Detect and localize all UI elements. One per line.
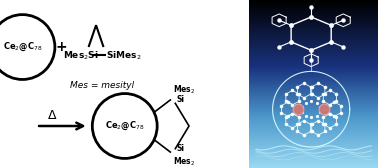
Point xyxy=(328,24,334,27)
Point xyxy=(308,123,314,126)
Point xyxy=(295,108,301,111)
Point xyxy=(288,24,294,27)
Point xyxy=(301,119,307,122)
Point xyxy=(331,101,337,103)
Point xyxy=(299,110,305,113)
Point xyxy=(314,114,320,117)
Point xyxy=(327,112,333,115)
Point xyxy=(325,104,331,107)
Point xyxy=(315,96,321,99)
Point xyxy=(331,115,337,118)
Point xyxy=(296,100,302,103)
Point xyxy=(327,89,333,92)
Point xyxy=(320,123,326,126)
Point xyxy=(291,111,297,114)
Point xyxy=(322,86,328,88)
Point xyxy=(283,116,289,118)
Point xyxy=(308,100,314,102)
Point xyxy=(302,114,308,117)
Point xyxy=(294,123,301,126)
Point xyxy=(290,127,296,129)
Point xyxy=(314,101,320,104)
Text: Ce$_2$@C$_{78}$: Ce$_2$@C$_{78}$ xyxy=(3,41,42,53)
Point xyxy=(320,93,326,95)
Point xyxy=(301,82,307,85)
Point xyxy=(322,123,328,126)
Text: $\Delta$: $\Delta$ xyxy=(47,109,57,122)
Text: Si: Si xyxy=(177,95,185,104)
Point xyxy=(308,59,314,61)
Point xyxy=(317,105,323,108)
Point xyxy=(290,103,296,106)
Point xyxy=(296,93,302,95)
Point xyxy=(308,86,314,88)
Text: +: + xyxy=(55,40,67,54)
Point xyxy=(294,86,301,88)
Point xyxy=(320,116,326,118)
Point xyxy=(327,103,333,106)
Text: SiMes$_2$: SiMes$_2$ xyxy=(106,49,141,62)
Text: Si: Si xyxy=(177,144,185,153)
Text: Mes = mesityl: Mes = mesityl xyxy=(70,81,134,90)
Point xyxy=(296,123,302,126)
Point xyxy=(309,86,315,88)
Point xyxy=(315,82,321,85)
Point xyxy=(333,93,339,95)
Point xyxy=(279,104,285,107)
Point xyxy=(320,100,326,103)
Point xyxy=(288,41,294,43)
Point xyxy=(291,104,297,107)
Point xyxy=(322,93,328,95)
Point xyxy=(340,19,346,22)
Point xyxy=(309,123,315,126)
Point xyxy=(299,105,305,108)
Point xyxy=(338,104,344,107)
Text: Mes$_2$Si: Mes$_2$Si xyxy=(63,49,99,62)
Point xyxy=(325,111,331,114)
Point xyxy=(308,93,314,95)
Point xyxy=(302,101,308,104)
Point xyxy=(308,116,314,119)
Point xyxy=(309,130,315,133)
Point xyxy=(294,93,301,95)
Point xyxy=(290,112,296,115)
Point xyxy=(308,16,314,18)
Point xyxy=(285,101,291,103)
Point xyxy=(283,93,289,95)
Point xyxy=(308,130,314,133)
Text: Mes$_2$: Mes$_2$ xyxy=(173,84,195,96)
Point xyxy=(283,100,289,103)
Point xyxy=(327,127,333,129)
Point xyxy=(309,93,315,95)
Point xyxy=(283,123,289,126)
Point xyxy=(333,123,339,126)
Point xyxy=(279,111,285,114)
Text: Mes$_2$: Mes$_2$ xyxy=(173,156,195,168)
Point xyxy=(333,100,339,103)
Point xyxy=(276,19,282,22)
Point xyxy=(321,108,327,111)
Point xyxy=(296,116,302,118)
Point xyxy=(308,49,314,52)
Point xyxy=(308,6,314,8)
Point xyxy=(328,41,334,43)
Point xyxy=(290,89,296,92)
Point xyxy=(338,111,344,114)
Point xyxy=(317,110,323,113)
Point xyxy=(340,46,346,48)
Point xyxy=(322,130,328,133)
Point xyxy=(285,115,291,118)
Point xyxy=(333,116,339,118)
Text: Ce$_2$@C$_{78}$: Ce$_2$@C$_{78}$ xyxy=(105,120,144,132)
Point xyxy=(294,130,301,133)
Point xyxy=(315,134,321,136)
Point xyxy=(301,134,307,136)
Point xyxy=(315,119,321,122)
Point xyxy=(301,96,307,99)
Point xyxy=(276,46,282,48)
